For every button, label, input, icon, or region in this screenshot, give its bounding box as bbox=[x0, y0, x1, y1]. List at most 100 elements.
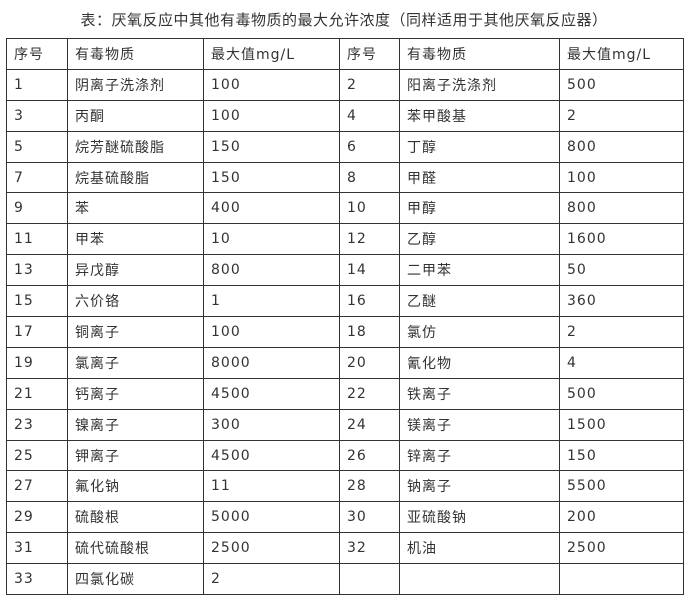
substance-cell: 丙酮 bbox=[67, 99, 204, 132]
index-cell: 9 bbox=[6, 192, 68, 225]
max-value-cell: 2500 bbox=[203, 532, 340, 565]
index-cell: 30 bbox=[339, 501, 400, 534]
substance-cell: 铁离子 bbox=[399, 377, 560, 410]
max-value-cell: 1600 bbox=[559, 223, 684, 256]
max-value-cell: 5000 bbox=[203, 501, 340, 534]
index-cell: 14 bbox=[339, 254, 400, 287]
substance-cell: 乙醇 bbox=[399, 223, 560, 256]
max-value-cell: 100 bbox=[203, 68, 340, 101]
index-cell: 17 bbox=[6, 316, 68, 348]
table-row: 3 丙酮 100 4 苯甲酸基 2 bbox=[6, 99, 684, 132]
index-cell: 25 bbox=[6, 439, 68, 472]
substance-cell: 甲苯 bbox=[67, 223, 204, 256]
index-cell: 33 bbox=[6, 563, 68, 596]
substance-cell: 钙离子 bbox=[67, 377, 204, 410]
substance-cell: 钠离子 bbox=[399, 470, 560, 503]
max-value-cell: 800 bbox=[203, 254, 340, 287]
table-row: 21 钙离子 4500 22 铁离子 500 bbox=[6, 377, 684, 410]
substance-cell: 甲醇 bbox=[399, 192, 560, 225]
index-cell: 12 bbox=[339, 223, 400, 256]
max-value-cell: 4500 bbox=[203, 439, 340, 472]
max-value-cell: 11 bbox=[203, 470, 340, 503]
substance-cell: 镁离子 bbox=[399, 408, 560, 441]
substance-cell: 烷基硫酸脂 bbox=[67, 161, 204, 194]
index-cell: 22 bbox=[339, 377, 400, 410]
max-value-cell: 100 bbox=[203, 316, 340, 348]
max-value-cell: 4500 bbox=[203, 377, 340, 410]
substance-cell: 锌离子 bbox=[399, 439, 560, 472]
max-value-cell: 300 bbox=[203, 408, 340, 441]
table-row: 27 氟化钠 11 28 钠离子 5500 bbox=[6, 470, 684, 503]
max-value-cell: 800 bbox=[559, 192, 684, 225]
substance-cell: 镍离子 bbox=[67, 408, 204, 441]
substance-cell: 氯仿 bbox=[399, 316, 560, 348]
index-cell: 8 bbox=[339, 161, 400, 194]
substance-cell: 烷芳醚硫酸脂 bbox=[67, 130, 204, 163]
index-cell: 23 bbox=[6, 408, 68, 441]
index-cell: 29 bbox=[6, 501, 68, 534]
max-value-cell: 500 bbox=[559, 377, 684, 410]
substance-cell: 氟化钠 bbox=[67, 470, 204, 503]
max-value-cell: 2500 bbox=[559, 532, 684, 565]
substance-cell: 铜离子 bbox=[67, 316, 204, 348]
substance-cell: 苯甲酸基 bbox=[399, 99, 560, 132]
substance-cell: 四氯化碳 bbox=[67, 563, 204, 596]
max-value-cell: 2 bbox=[559, 316, 684, 348]
max-value-cell: 2 bbox=[559, 99, 684, 132]
index-cell: 15 bbox=[6, 285, 68, 318]
header-cell: 序号 bbox=[6, 38, 68, 70]
max-value-cell: 4 bbox=[559, 346, 684, 379]
substance-cell: 氯离子 bbox=[67, 346, 204, 379]
substance-cell: 苯 bbox=[67, 192, 204, 225]
max-value-cell: 10 bbox=[203, 223, 340, 256]
index-cell: 6 bbox=[339, 130, 400, 163]
substance-cell: 二甲苯 bbox=[399, 254, 560, 287]
index-cell: 13 bbox=[6, 254, 68, 287]
max-value-cell: 400 bbox=[203, 192, 340, 225]
index-cell: 3 bbox=[6, 99, 68, 132]
table-row: 31 硫代硫酸根 2500 32 机油 2500 bbox=[6, 532, 684, 565]
substance-cell: 丁醇 bbox=[399, 130, 560, 163]
max-value-cell: 150 bbox=[203, 130, 340, 163]
header-cell: 有毒物质 bbox=[399, 38, 560, 70]
index-cell: 31 bbox=[6, 532, 68, 565]
substance-cell bbox=[399, 563, 560, 596]
substance-cell: 甲醛 bbox=[399, 161, 560, 194]
table-caption: 表：厌氧反应中其他有毒物质的最大允许浓度（同样适用于其他厌氧反应器） bbox=[80, 11, 608, 29]
index-cell: 4 bbox=[339, 99, 400, 132]
max-value-cell: 500 bbox=[559, 68, 684, 101]
index-cell: 21 bbox=[6, 377, 68, 410]
table-row: 23 镍离子 300 24 镁离子 1500 bbox=[6, 408, 684, 441]
max-value-cell: 2 bbox=[203, 563, 340, 596]
max-value-cell: 50 bbox=[559, 254, 684, 287]
index-cell: 32 bbox=[339, 532, 400, 565]
substance-cell: 钾离子 bbox=[67, 439, 204, 472]
table-row: 17 铜离子 100 18 氯仿 2 bbox=[6, 316, 684, 348]
max-value-cell bbox=[559, 563, 684, 596]
table-row: 13 异戊醇 800 14 二甲苯 50 bbox=[6, 254, 684, 287]
max-value-cell: 8000 bbox=[203, 346, 340, 379]
max-value-cell: 1 bbox=[203, 285, 340, 318]
substance-cell: 六价铬 bbox=[67, 285, 204, 318]
index-cell: 7 bbox=[6, 161, 68, 194]
max-value-cell: 150 bbox=[203, 161, 340, 194]
substance-cell: 阴离子洗涤剂 bbox=[67, 68, 204, 101]
table-header-row: 序号 有毒物质 最大值mg/L 序号 有毒物质 最大值mg/L bbox=[6, 38, 684, 70]
toxic-substances-table: 序号 有毒物质 最大值mg/L 序号 有毒物质 最大值mg/L 1 阴离子洗涤剂 1… bbox=[6, 38, 684, 596]
header-cell: 最大值mg/L bbox=[559, 38, 684, 70]
substance-cell: 硫代硫酸根 bbox=[67, 532, 204, 565]
max-value-cell: 150 bbox=[559, 439, 684, 472]
max-value-cell: 100 bbox=[203, 99, 340, 132]
header-cell: 序号 bbox=[339, 38, 400, 70]
index-cell: 16 bbox=[339, 285, 400, 318]
header-cell: 最大值mg/L bbox=[203, 38, 340, 70]
index-cell: 18 bbox=[339, 316, 400, 348]
max-value-cell: 1500 bbox=[559, 408, 684, 441]
index-cell: 1 bbox=[6, 68, 68, 101]
substance-cell: 机油 bbox=[399, 532, 560, 565]
max-value-cell: 5500 bbox=[559, 470, 684, 503]
max-value-cell: 800 bbox=[559, 130, 684, 163]
index-cell: 5 bbox=[6, 130, 68, 163]
table-row: 11 甲苯 10 12 乙醇 1600 bbox=[6, 223, 684, 256]
table-row: 29 硫酸根 5000 30 亚硫酸钠 200 bbox=[6, 501, 684, 534]
